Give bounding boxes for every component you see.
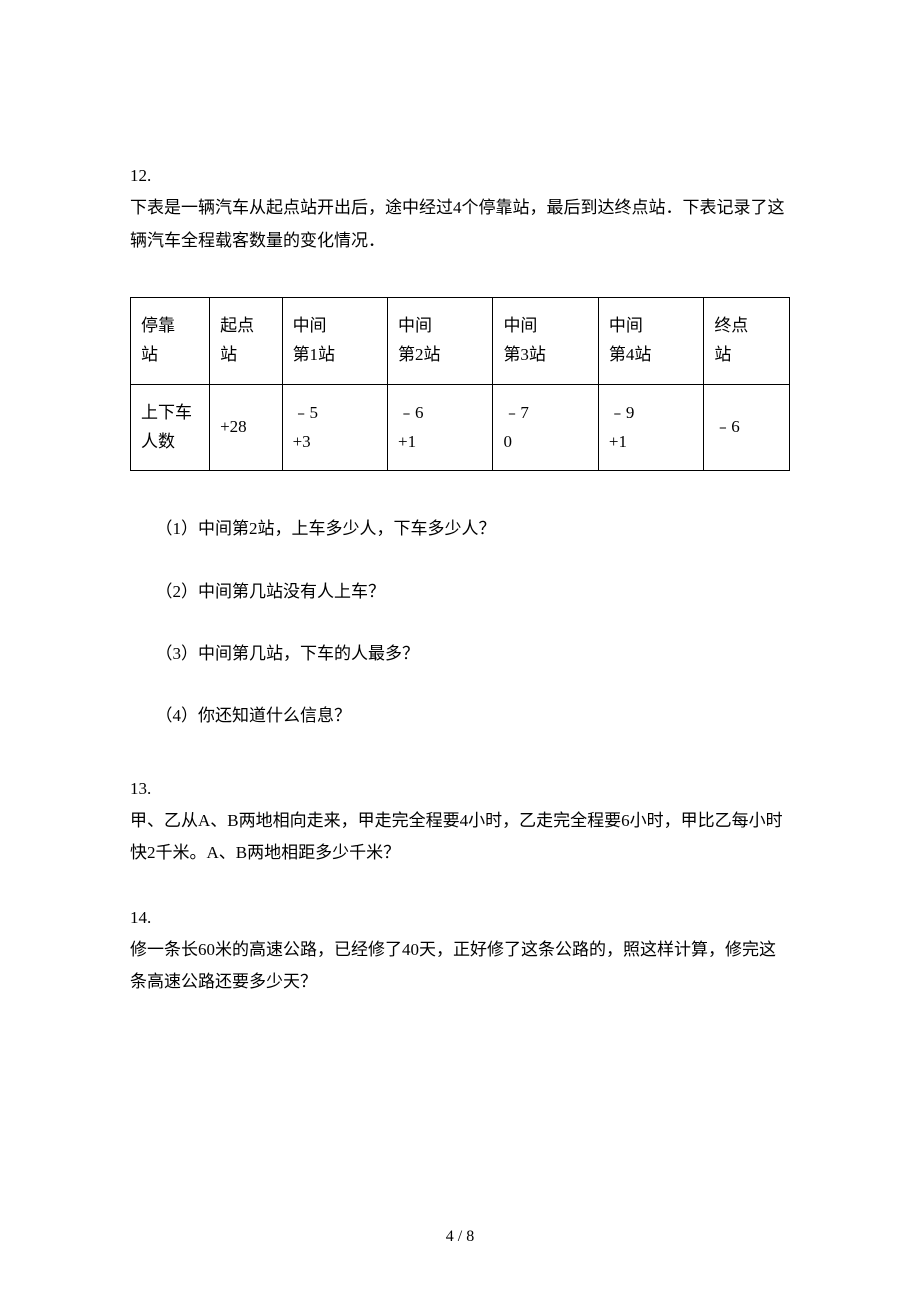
data-cell-mid2: ﹣6 +1 xyxy=(388,384,493,471)
problem-12-intro: 下表是一辆汽车从起点站开出后，途中经过4个停靠站，最后到达终点站．下表记录了这辆… xyxy=(130,192,790,257)
table-header-row: 停靠 站 起点 站 中间 第1站 中间 第2站 中间 第3站 中间 第4站 xyxy=(131,297,790,384)
header-cell-mid1: 中间 第1站 xyxy=(282,297,387,384)
problem-14: 14. 修一条长60米的高速公路，已经修了40天，正好修了这条公路的，照这样计算… xyxy=(130,902,790,999)
header-cell-mid3: 中间 第3站 xyxy=(493,297,598,384)
data-cell-mid1: ﹣5 +3 xyxy=(282,384,387,471)
problem-12-q4: （4）你还知道什么信息？ xyxy=(156,700,791,732)
problem-14-text: 修一条长60米的高速公路，已经修了40天，正好修了这条公路的，照这样计算，修完这… xyxy=(130,934,790,999)
header-cell-stop: 停靠 站 xyxy=(131,297,210,384)
problem-12-q3: （3）中间第几站，下车的人最多？ xyxy=(156,638,791,670)
bus-stops-table: 停靠 站 起点 站 中间 第1站 中间 第2站 中间 第3站 中间 第4站 xyxy=(130,297,790,472)
problem-14-number: 14. xyxy=(130,902,790,934)
problem-13-text: 甲、乙从A、B两地相向走来，甲走完全程要4小时，乙走完全程要6小时，甲比乙每小时… xyxy=(130,805,790,870)
problem-12-q1: （1）中间第2站，上车多少人，下车多少人？ xyxy=(156,513,791,545)
header-cell-end: 终点 站 xyxy=(704,297,790,384)
data-cell-label: 上下车 人数 xyxy=(131,384,210,471)
header-cell-mid2: 中间 第2站 xyxy=(388,297,493,384)
data-cell-mid4: ﹣9 +1 xyxy=(598,384,703,471)
table-data-row: 上下车 人数 +28 ﹣5 +3 ﹣6 +1 ﹣7 0 ﹣9 +1 xyxy=(131,384,790,471)
header-cell-mid4: 中间 第4站 xyxy=(598,297,703,384)
header-cell-start: 起点 站 xyxy=(210,297,282,384)
problem-12-q2: （2）中间第几站没有人上车？ xyxy=(156,576,791,608)
data-cell-start: +28 xyxy=(210,384,282,471)
problem-13: 13. 甲、乙从A、B两地相向走来，甲走完全程要4小时，乙走完全程要6小时，甲比… xyxy=(130,773,790,870)
problem-12: 12. 下表是一辆汽车从起点站开出后，途中经过4个停靠站，最后到达终点站．下表记… xyxy=(130,160,790,733)
data-cell-end: ﹣6 xyxy=(704,384,790,471)
problem-12-number: 12. xyxy=(130,160,790,192)
page-number: 4 / 8 xyxy=(0,1222,920,1252)
data-cell-mid3: ﹣7 0 xyxy=(493,384,598,471)
problem-13-number: 13. xyxy=(130,773,790,805)
